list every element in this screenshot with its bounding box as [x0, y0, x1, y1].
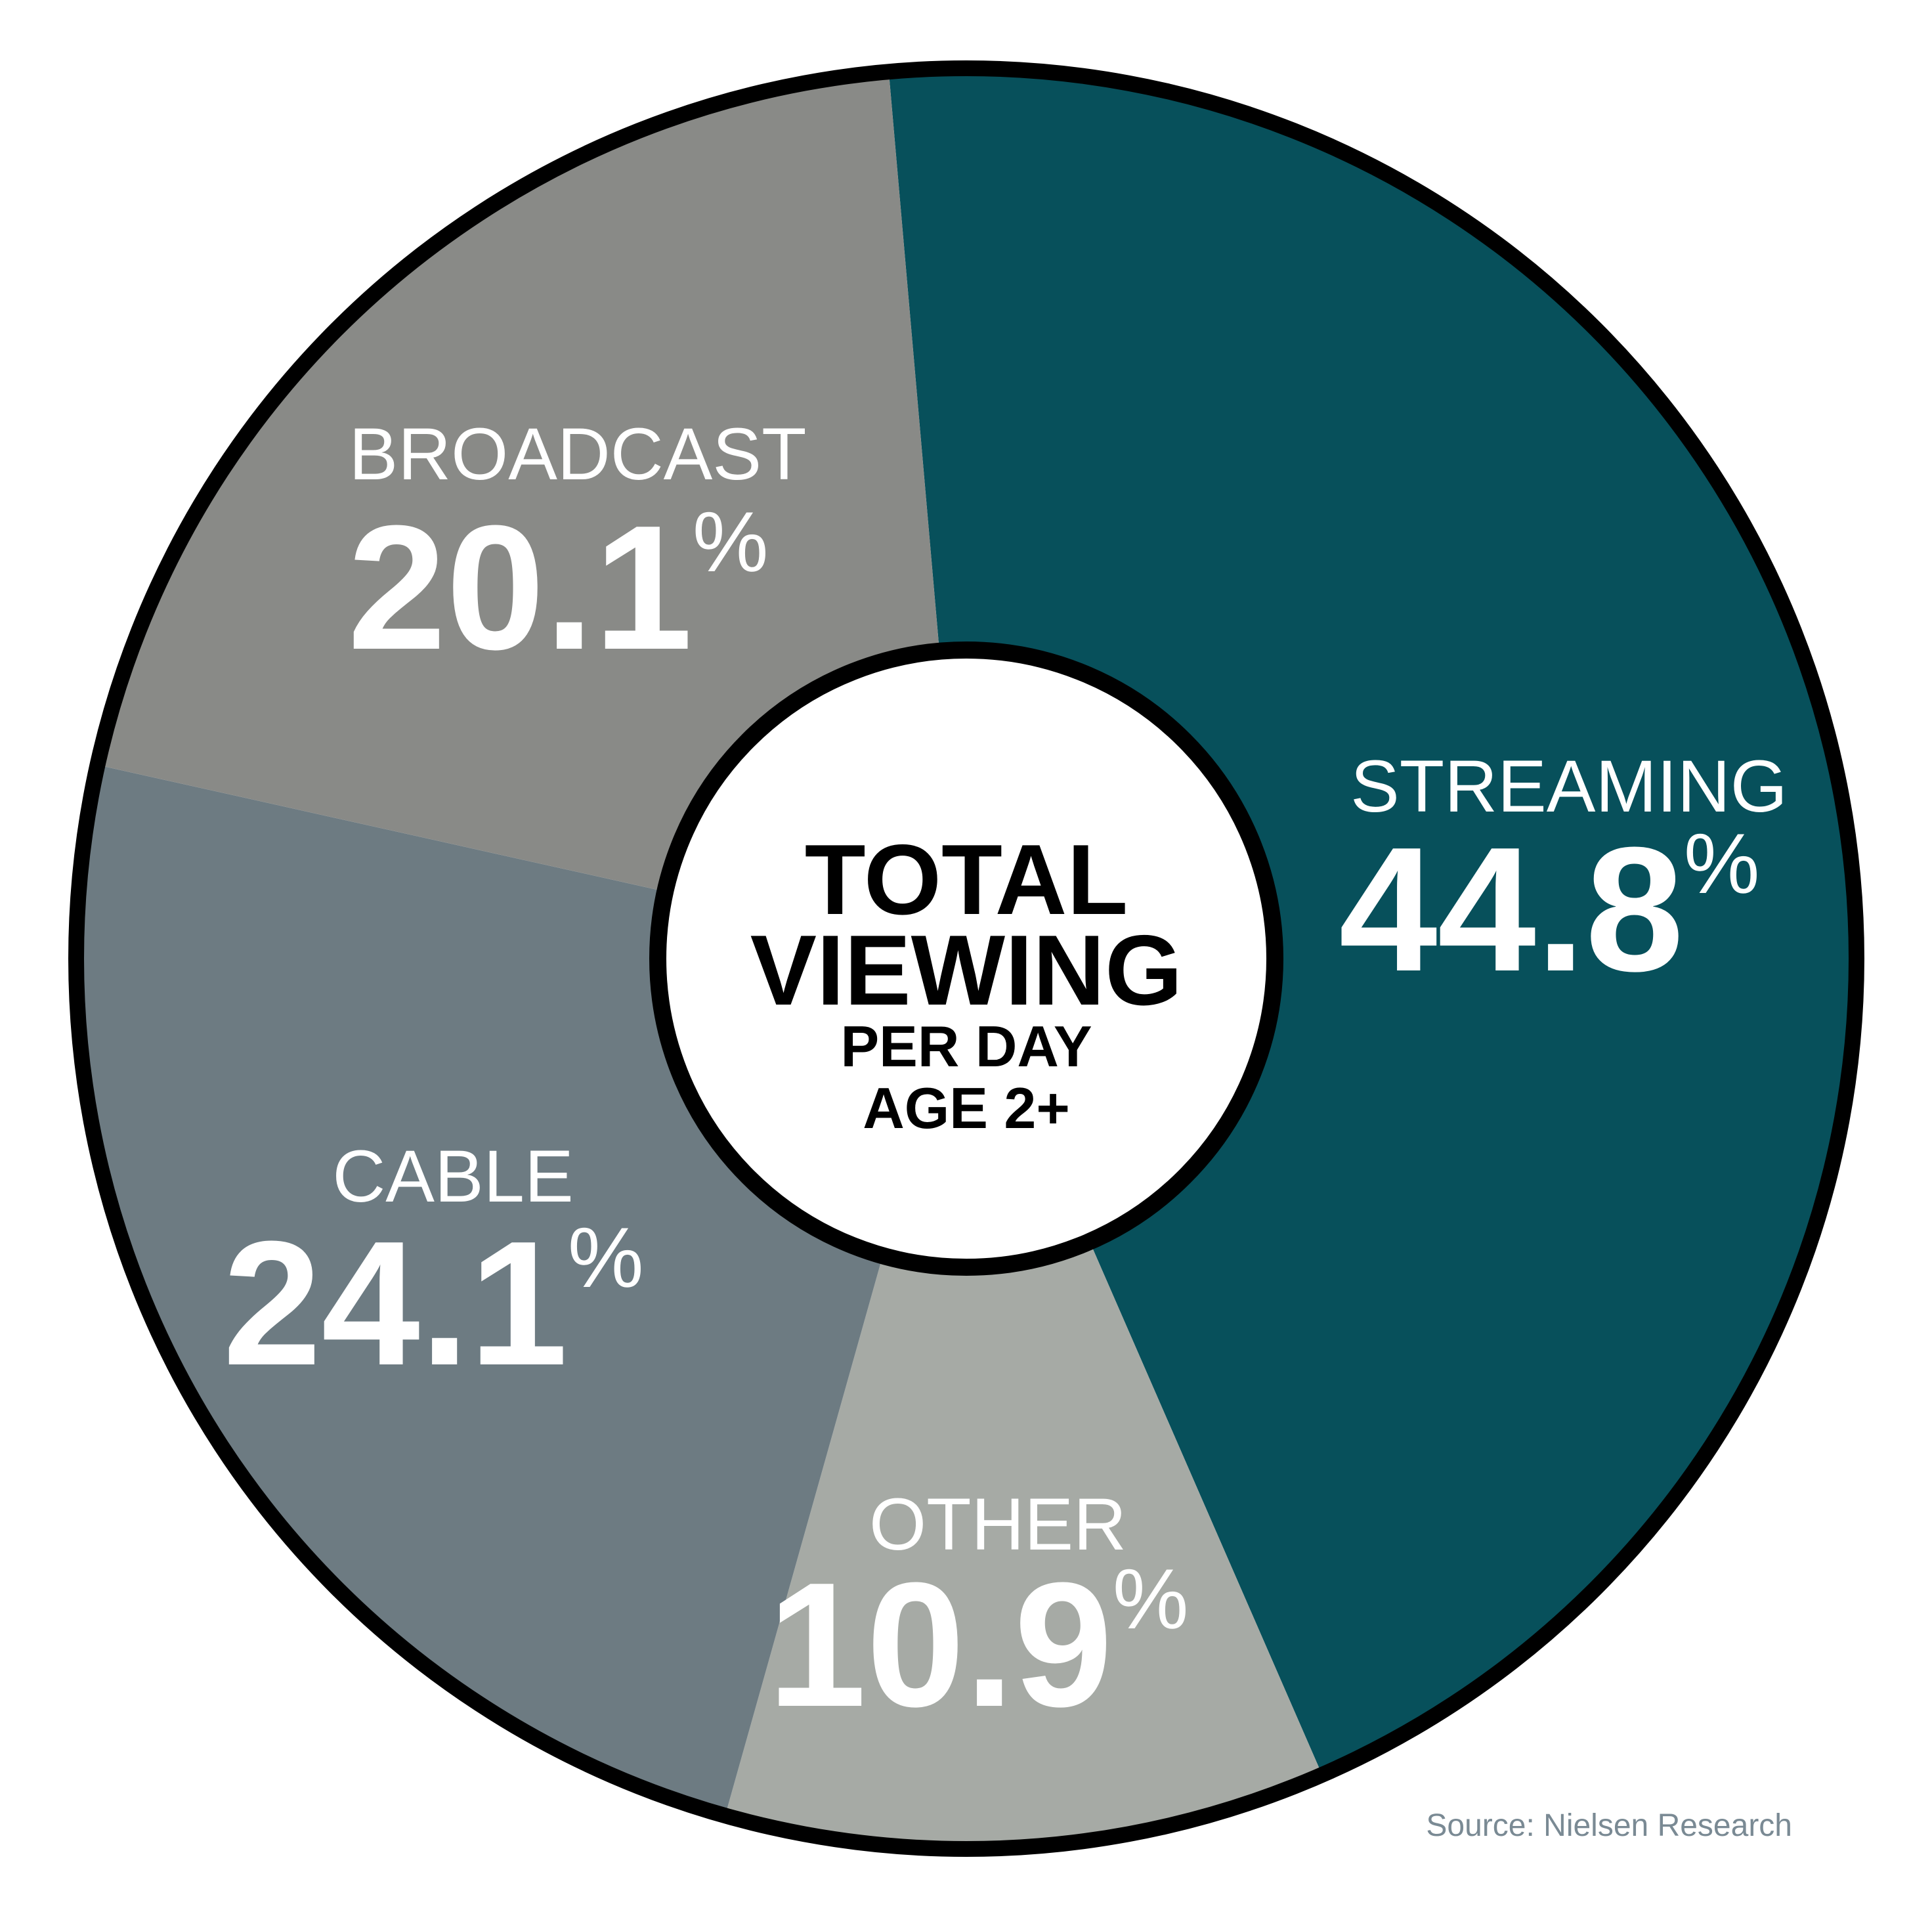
slice-value-streaming: 44.8% [1339, 811, 1759, 1009]
pie-slice-streaming [888, 68, 1857, 1775]
center-disc [649, 641, 1283, 1276]
slice-unit-other: % [1113, 1551, 1189, 1647]
center-label-line3: PER DAY [840, 1014, 1092, 1079]
outer-ring [68, 60, 1864, 1857]
center-label-line2: VIEWING [750, 915, 1183, 1026]
slice-unit-streaming: % [1684, 815, 1760, 911]
pie-slice-other [725, 959, 1322, 1849]
center-label-line4: AGE 2+ [863, 1076, 1069, 1141]
slice-unit-cable: % [568, 1209, 644, 1305]
center-label: TOTAL VIEWING PER DAY AGE 2+ [750, 824, 1183, 1141]
slice-label-other: OTHER [869, 1483, 1127, 1565]
slice-label-streaming: STREAMING [1350, 745, 1788, 827]
slice-label-broadcast: BROADCAST [349, 413, 807, 495]
slice-label-cable: CABLE [332, 1135, 573, 1217]
slice-labels: STREAMING44.8%OTHER10.9%CABLE24.1%BROADC… [223, 413, 1787, 1744]
center-label-line1: TOTAL [805, 824, 1128, 936]
source-note: Source: Nielsen Research [1426, 1808, 1792, 1843]
slice-unit-broadcast: % [693, 494, 769, 590]
